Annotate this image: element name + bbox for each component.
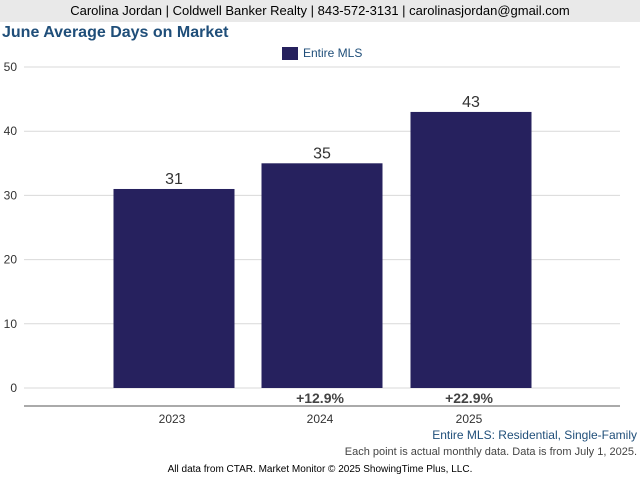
x-tick-label: 2024 xyxy=(307,412,334,426)
data-label: 43 xyxy=(462,94,480,111)
contact-bar: Carolina Jordan | Coldwell Banker Realty… xyxy=(0,0,640,22)
y-tick-label: 50 xyxy=(4,60,18,74)
legend-label: Entire MLS xyxy=(303,46,363,60)
chart-title: June Average Days on Market xyxy=(2,24,229,41)
change-label: +12.9% xyxy=(296,390,344,406)
y-tick-label: 10 xyxy=(4,317,18,331)
legend: Entire MLS xyxy=(282,46,362,60)
bar xyxy=(261,163,383,388)
data-label: 35 xyxy=(313,145,331,162)
source-note: All data from CTAR. Market Monitor © 202… xyxy=(167,464,473,475)
bar xyxy=(410,111,532,388)
data-note: Each point is actual monthly data. Data … xyxy=(344,446,637,458)
y-tick-label: 30 xyxy=(4,188,18,202)
y-tick-label: 40 xyxy=(4,124,18,138)
bar xyxy=(113,188,235,388)
x-tick-label: 2025 xyxy=(456,412,483,426)
change-label: +22.9% xyxy=(445,390,493,406)
y-tick-label: 0 xyxy=(10,381,17,395)
y-tick-label: 20 xyxy=(4,253,18,267)
subset-note: Entire MLS: Residential, Single-Family xyxy=(432,428,637,442)
x-tick-label: 2023 xyxy=(159,412,186,426)
data-label: 31 xyxy=(165,171,183,188)
contact-line: Carolina Jordan | Coldwell Banker Realty… xyxy=(70,3,570,18)
legend-swatch xyxy=(282,46,298,60)
